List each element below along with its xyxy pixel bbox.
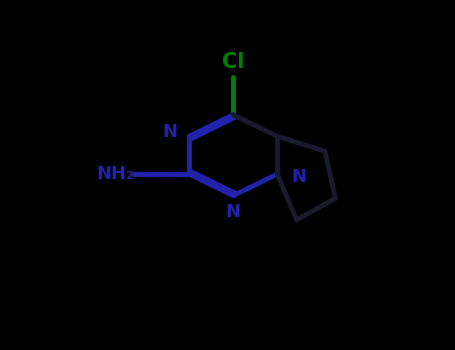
Text: N: N (162, 123, 177, 141)
Text: N: N (226, 203, 241, 221)
Text: Cl: Cl (222, 52, 244, 72)
Text: NH₂: NH₂ (96, 165, 134, 183)
Text: N: N (291, 168, 306, 186)
